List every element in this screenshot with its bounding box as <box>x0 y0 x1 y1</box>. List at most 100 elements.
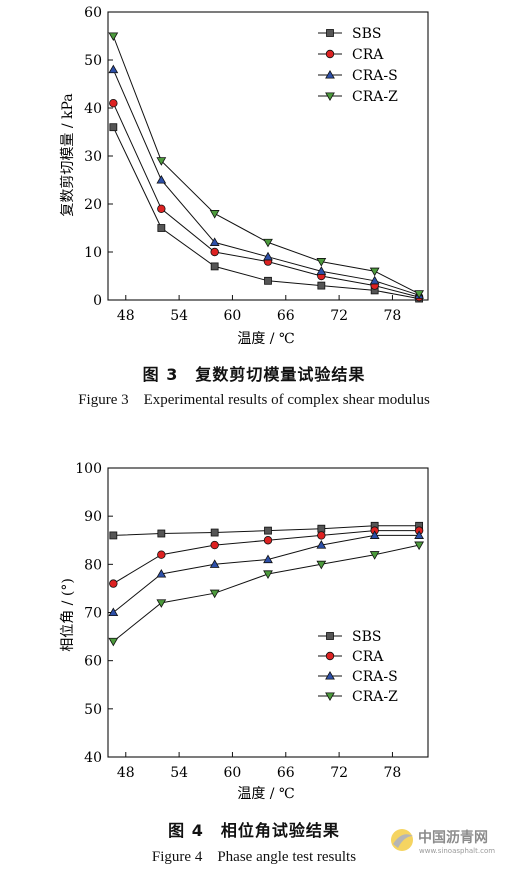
data-point <box>316 560 327 570</box>
legend-marker <box>325 92 335 102</box>
data-point <box>209 589 220 599</box>
series-cra-z <box>108 541 425 647</box>
legend-label: CRA-S <box>352 68 398 84</box>
legend-label: SBS <box>352 26 381 42</box>
x-tick-label: 66 <box>277 308 295 324</box>
x-tick-label: 54 <box>170 765 188 781</box>
legend-marker <box>326 29 334 37</box>
legend-marker <box>325 69 335 79</box>
y-tick-label: 10 <box>84 245 102 261</box>
y-tick-label: 90 <box>84 509 102 525</box>
data-point <box>157 529 166 538</box>
x-tick-label: 66 <box>277 765 295 781</box>
watermark-url: www.sinoasphalt.com <box>419 847 495 855</box>
data-point <box>108 32 119 42</box>
data-point <box>369 530 380 539</box>
legend-marker <box>325 49 335 59</box>
y-tick-label: 40 <box>84 101 102 117</box>
y-tick-label: 50 <box>84 702 102 718</box>
x-tick-label: 60 <box>224 308 242 324</box>
data-point <box>369 267 380 277</box>
data-point <box>109 98 118 108</box>
x-tick-label: 48 <box>117 765 135 781</box>
x-tick-label: 72 <box>330 765 348 781</box>
y-tick-label: 30 <box>84 149 102 165</box>
data-point <box>209 237 220 246</box>
data-point <box>108 64 119 74</box>
data-point <box>156 174 167 184</box>
x-tick-label: 48 <box>117 308 135 324</box>
data-point <box>263 251 273 261</box>
data-point <box>210 528 219 537</box>
data-point <box>263 570 273 579</box>
x-axis-label: 温度 / ℃ <box>237 786 294 802</box>
data-point <box>316 266 327 275</box>
x-tick-label: 72 <box>330 308 348 324</box>
data-point <box>414 541 425 551</box>
data-point <box>210 540 219 550</box>
data-point <box>263 536 273 545</box>
data-point <box>108 607 119 617</box>
data-point <box>156 568 167 578</box>
series-sbs <box>109 123 424 303</box>
data-point <box>109 579 118 588</box>
axes: 0 10 20 30 40 50 60 48 54 60 66 72 78 <box>84 5 429 324</box>
data-point <box>264 526 272 535</box>
data-point <box>210 262 219 271</box>
data-point <box>108 637 119 647</box>
data-point <box>369 275 380 285</box>
legend: SBS CRA CRA-S CRA-Z <box>318 629 398 705</box>
data-point <box>414 530 425 539</box>
legend-label: CRA-Z <box>352 89 398 105</box>
watermark-logo-swoosh <box>393 834 413 848</box>
data-point <box>317 531 326 540</box>
data-point <box>157 224 166 232</box>
x-tick-label: 78 <box>384 308 402 324</box>
data-point <box>109 123 118 132</box>
y-tick-label: 60 <box>84 654 102 670</box>
figure3-caption-en: Figure 3 Experimental results of complex… <box>78 392 430 408</box>
watermark-text: 中国沥青网 <box>418 829 488 846</box>
data-point <box>157 550 166 559</box>
legend-marker <box>325 692 335 702</box>
series-cra-s <box>108 64 425 299</box>
data-point <box>109 531 118 540</box>
data-point <box>316 258 327 267</box>
legend-label: CRA <box>352 649 384 665</box>
legend-marker <box>325 651 335 661</box>
data-point <box>317 524 326 533</box>
legend-label: CRA-S <box>352 669 398 685</box>
legend-marker <box>326 632 334 640</box>
data-point <box>156 599 167 608</box>
x-tick-label: 78 <box>384 765 402 781</box>
complex-shear-modulus-chart: 复数剪切模量 / kPa 温度 / ℃ 0 10 20 30 40 50 60 48 54 60 6… <box>59 5 429 347</box>
series-cra-s <box>108 530 425 617</box>
data-point <box>369 551 380 560</box>
data-point <box>209 210 220 219</box>
y-axis-label: 复数剪切模量 / kPa <box>59 93 76 216</box>
legend-label: SBS <box>352 629 381 645</box>
y-tick-label: 0 <box>93 293 102 309</box>
data-point <box>316 540 327 549</box>
series-sbs <box>109 521 424 540</box>
data-point <box>263 238 273 248</box>
y-axis-label: 相位角 / (°) <box>60 578 76 652</box>
y-tick-label: 40 <box>84 750 102 766</box>
data-point <box>209 559 220 568</box>
x-axis-label: 温度 / ℃ <box>237 331 294 347</box>
y-tick-label: 70 <box>84 606 102 622</box>
legend: SBS CRA CRA-S CRA-Z <box>318 26 398 105</box>
figure4-caption-en: Figure 4 Phase angle test results <box>151 849 357 865</box>
data-point <box>264 276 272 285</box>
y-tick-label: 80 <box>84 557 102 573</box>
phase-angle-chart: 相位角 / (°) 温度 / ℃ 40 50 60 70 80 90 100 48 54 60 66… <box>60 461 429 802</box>
data-point <box>263 554 273 564</box>
series-cra-z <box>108 32 425 299</box>
y-tick-label: 60 <box>84 5 102 21</box>
legend-label: CRA <box>352 47 384 63</box>
data-point <box>317 281 326 290</box>
x-tick-label: 54 <box>170 308 188 324</box>
y-tick-label: 50 <box>84 53 102 69</box>
data-point <box>414 290 425 299</box>
data-point <box>156 157 167 166</box>
